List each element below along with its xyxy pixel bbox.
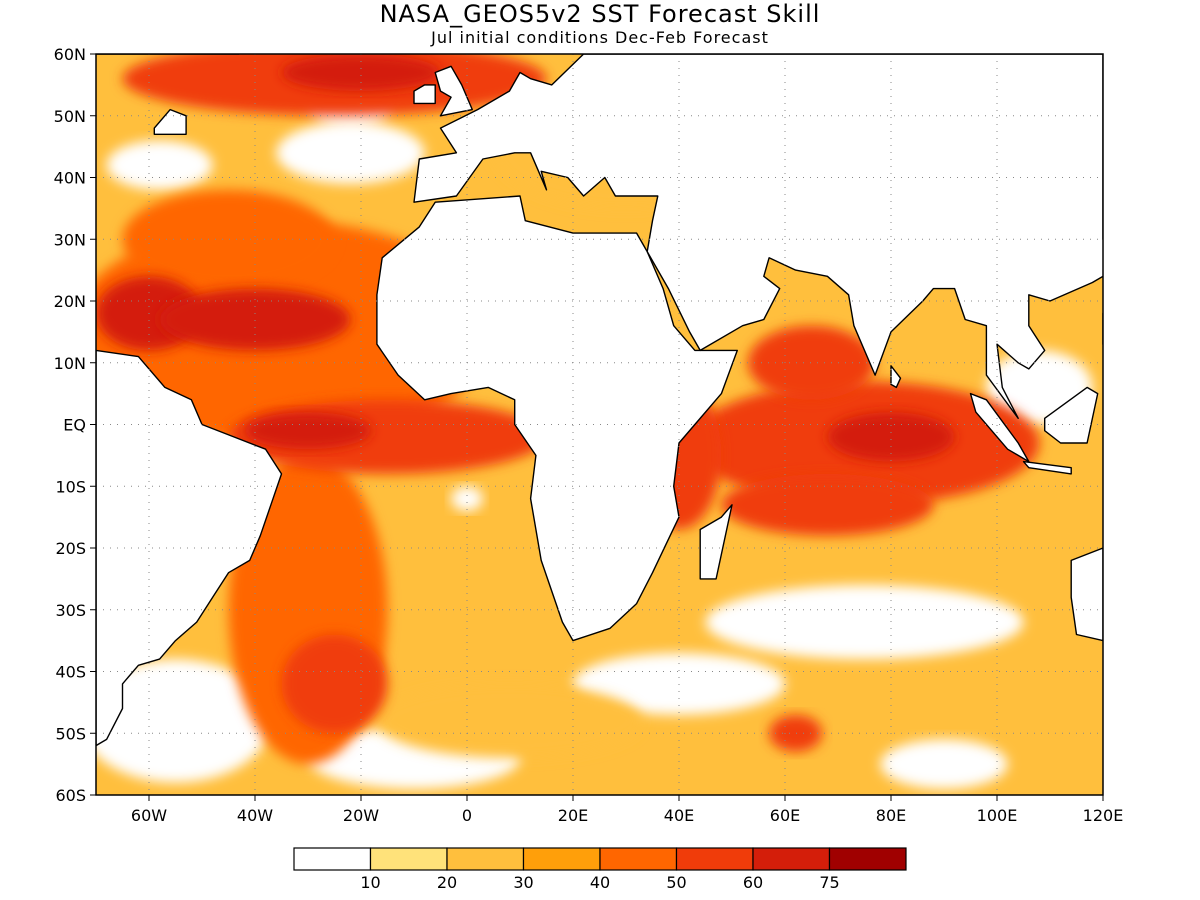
land-philippines — [1102, 312, 1103, 346]
lat-axis: 60N 50N 40N 30N 20N 10N EQ 10S 20S 30S 40S 50S 60S — [54, 45, 96, 805]
land-iceland — [340, 23, 398, 35]
lon-tick-label: 100E — [977, 806, 1018, 825]
lat-tick-label: 10S — [55, 477, 86, 496]
lat-tick-label: 40N — [54, 169, 86, 188]
colorbar-swatch — [752, 847, 831, 871]
low-skill-patch — [573, 652, 785, 715]
lat-tick-label: 50S — [55, 724, 86, 743]
lon-tick-label: 40E — [664, 806, 694, 825]
low-skill-patch — [451, 486, 483, 511]
low-skill-patch — [276, 121, 425, 184]
lat-tick-label: 50N — [54, 107, 86, 126]
land-madagascar — [699, 504, 733, 580]
colorbar-swatch — [599, 847, 678, 871]
lat-tick-label: 30N — [54, 230, 86, 249]
colorbar-swatch — [828, 847, 907, 871]
skill-region — [122, 189, 335, 289]
land-australia — [1070, 547, 1103, 642]
low-skill-patch — [106, 140, 213, 190]
colorbar: 10 20 30 40 50 60 75 — [293, 847, 907, 892]
skill-region — [159, 288, 351, 351]
lat-tick-label: 60S — [55, 786, 86, 805]
lat-tick-label: 20N — [54, 292, 86, 311]
lat-tick-label: 40S — [55, 663, 86, 682]
colorbar-label: 20 — [437, 873, 457, 892]
colorbar-label: 30 — [513, 873, 533, 892]
lat-tick-label: EQ — [63, 416, 86, 435]
colorbar-swatch — [293, 847, 372, 871]
land-java — [1022, 460, 1072, 475]
colorbar-swatch — [446, 847, 525, 871]
lon-tick-label: 120E — [1083, 806, 1124, 825]
lat-tick-label: 60N — [54, 45, 86, 64]
colorbar-swatch — [522, 847, 601, 871]
skill-region — [244, 412, 372, 450]
skill-region — [827, 412, 955, 462]
colorbar-label: 50 — [666, 873, 686, 892]
land-layer — [96, 23, 1103, 747]
colorbar-label: 10 — [360, 873, 380, 892]
low-skill-patch — [880, 739, 1008, 789]
colorbar-label: 75 — [819, 873, 839, 892]
land-newfoundland — [153, 108, 187, 136]
lon-tick-label: 40W — [237, 806, 273, 825]
low-skill-patch — [96, 659, 271, 783]
land-ireland — [413, 84, 436, 105]
chart-subtitle: Jul initial conditions Dec-Feb Forecast — [431, 28, 769, 47]
lon-tick-label: 20E — [558, 806, 588, 825]
land-africa — [376, 195, 738, 642]
land-greenland — [96, 54, 240, 55]
lat-tick-label: 30S — [55, 601, 86, 620]
skill-region — [769, 714, 823, 752]
chart-title: NASA_GEOS5v2 SST Forecast Skill — [379, 0, 821, 28]
skill-field-layer — [96, 54, 1093, 789]
skill-region — [376, 683, 642, 758]
land-europe-asia — [413, 54, 1103, 419]
colorbar-label: 40 — [590, 873, 610, 892]
land-sri-lanka — [890, 365, 902, 389]
lon-tick-label: 60E — [770, 806, 800, 825]
lat-tick-label: 10N — [54, 354, 86, 373]
lon-tick-label: 0 — [462, 806, 472, 825]
low-skill-patch — [705, 585, 1024, 660]
skill-region — [721, 473, 934, 536]
lon-tick-label: 60W — [131, 806, 167, 825]
colorbar-label: 60 — [743, 873, 763, 892]
land-borneo — [1043, 386, 1099, 444]
lon-tick-label: 80E — [876, 806, 906, 825]
lon-tick-label: 20W — [343, 806, 379, 825]
colorbar-swatch — [369, 847, 448, 871]
land-uk — [434, 65, 473, 117]
lat-tick-label: 20S — [55, 539, 86, 558]
land-south-america — [96, 349, 283, 747]
colorbar-swatch — [675, 847, 754, 871]
skill-region — [281, 634, 388, 734]
lon-axis: 60W 40W 20W 0 20E 40E 60E 80E 100E 120E — [131, 795, 1123, 825]
skill-region — [281, 54, 441, 92]
plot-area — [96, 23, 1103, 795]
skill-region — [747, 325, 876, 400]
